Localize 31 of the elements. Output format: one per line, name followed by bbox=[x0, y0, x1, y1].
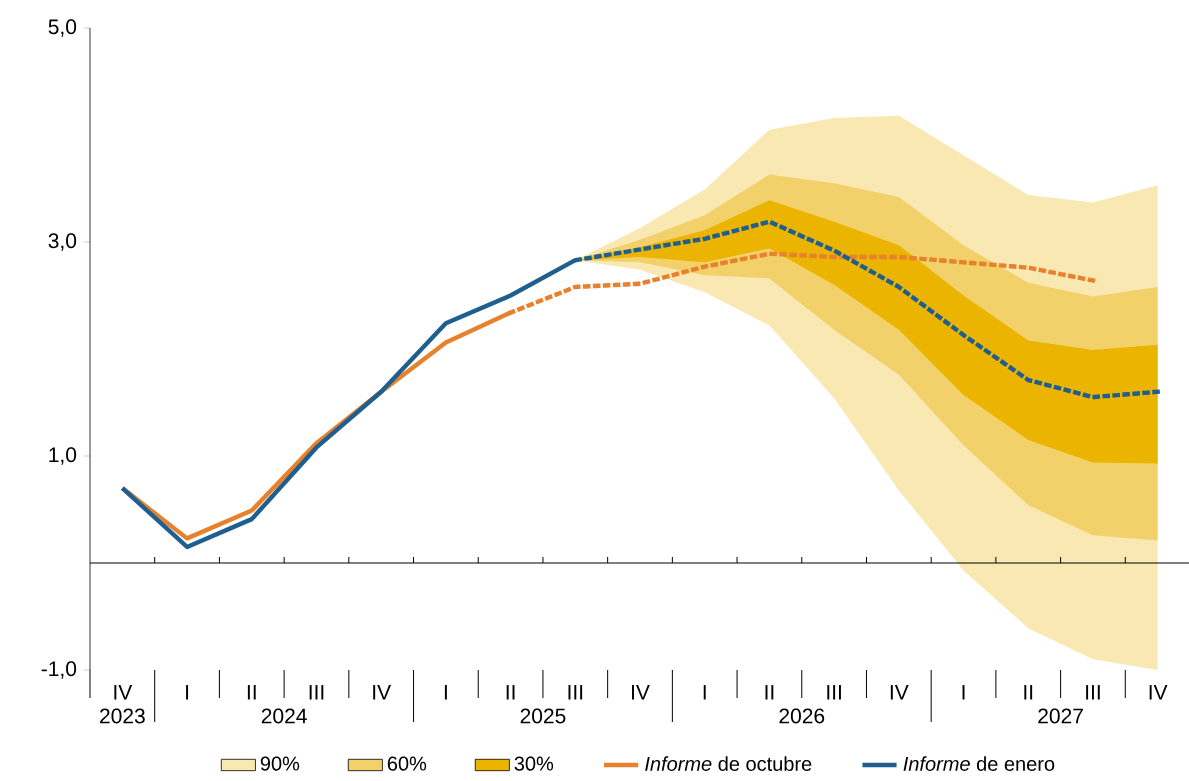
x-tick-label: IV bbox=[890, 685, 909, 700]
legend-label: 90% bbox=[260, 756, 300, 771]
y-tick-label: 5,0 bbox=[48, 19, 77, 37]
y-tick-label: -1,0 bbox=[41, 661, 77, 679]
x-tick-label: IV bbox=[1149, 685, 1168, 700]
y-tick-label: 3,0 bbox=[48, 233, 77, 251]
x-tick-label: II bbox=[506, 685, 515, 700]
legend-label: Informe de enero bbox=[903, 756, 1055, 771]
text: 2027 bbox=[1038, 708, 1083, 724]
x-tick-label: II bbox=[1024, 685, 1033, 700]
x-tick-label: IV bbox=[373, 685, 391, 700]
x-tick-label: II bbox=[247, 685, 256, 700]
legend-label: Informe de octubre bbox=[645, 756, 812, 771]
x-tick-label: I bbox=[703, 685, 706, 700]
text: 2024 bbox=[261, 708, 307, 724]
x-tick-label: IV bbox=[114, 685, 133, 700]
text: 2025 bbox=[520, 708, 566, 724]
x-tick-label: II bbox=[765, 685, 774, 700]
x-tick-label: I bbox=[444, 685, 447, 700]
x-tick-label: III bbox=[1086, 685, 1100, 700]
legend-label: 60% bbox=[387, 756, 427, 771]
x-tick-label: IV bbox=[632, 685, 650, 700]
legend-label: 30% bbox=[514, 756, 554, 771]
x-tick-label: III bbox=[827, 685, 841, 700]
text: 2026 bbox=[779, 708, 825, 724]
x-tick-label: III bbox=[309, 685, 324, 700]
x-tick-label: III bbox=[568, 685, 583, 700]
x-tick-label: I bbox=[186, 685, 189, 700]
x-tick-label: I bbox=[962, 685, 965, 700]
text: 2023 bbox=[100, 708, 145, 724]
y-tick-label: 1,0 bbox=[49, 447, 77, 465]
